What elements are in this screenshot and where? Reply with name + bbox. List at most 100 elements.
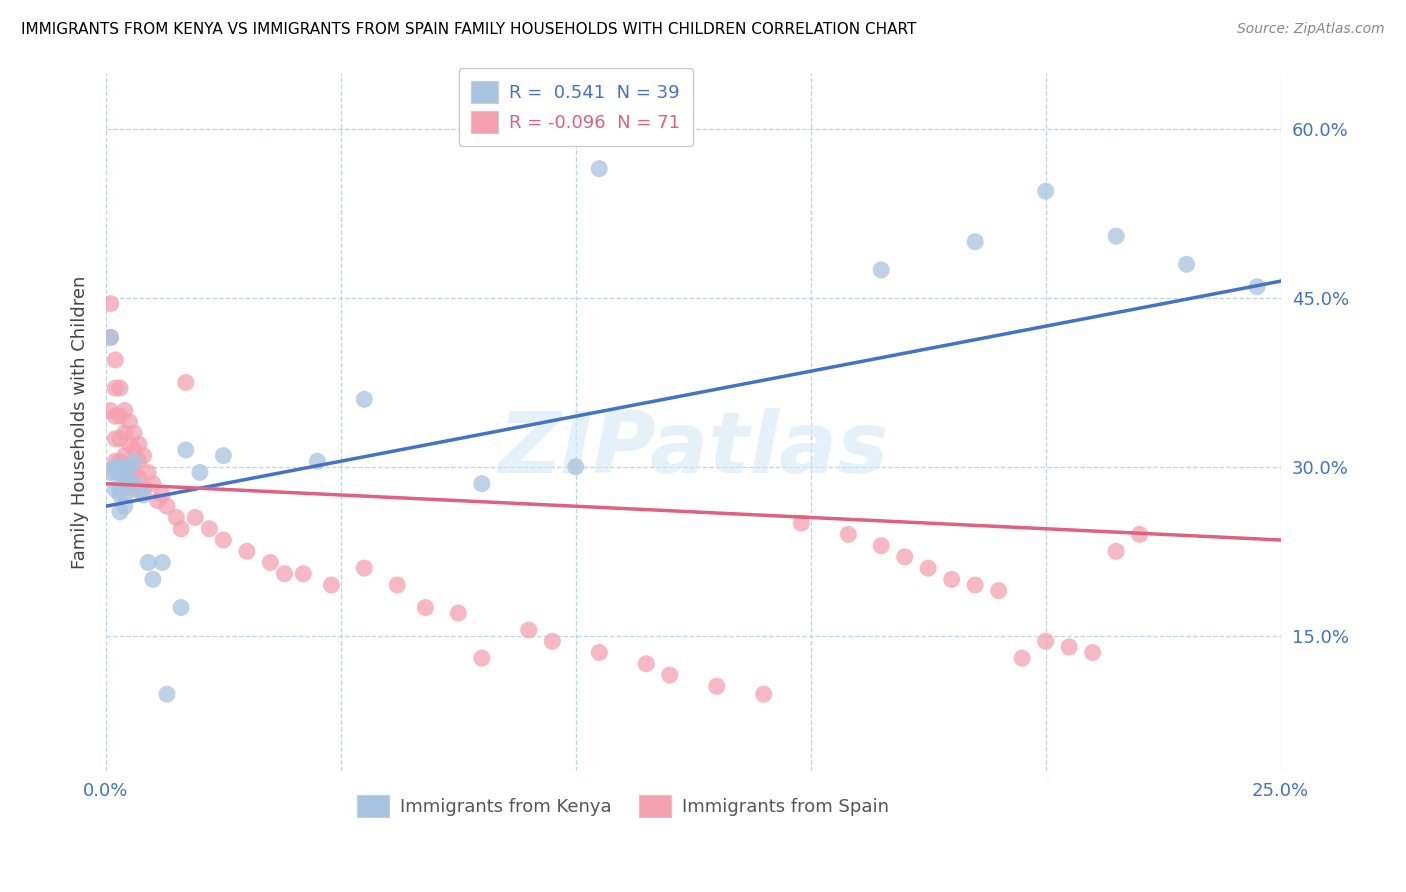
Point [108,488,131,502]
Point [198,522,221,536]
Point [706,679,728,693]
Point [128,454,150,468]
Point [1057,640,1080,654]
Point [273,566,295,581]
Point [104,353,127,368]
Point [212,533,235,547]
Point [136,556,159,570]
Text: Source: ZipAtlas.com: Source: ZipAtlas.com [1237,22,1385,37]
Point [114,466,136,480]
Point [100,403,122,417]
Point [941,573,963,587]
Point [100,296,122,310]
Point [114,403,136,417]
Point [122,454,145,468]
Point [236,544,259,558]
Point [752,687,775,701]
Point [517,623,540,637]
Point [184,510,207,524]
Point [132,488,155,502]
Point [471,476,494,491]
Text: IMMIGRANTS FROM KENYA VS IMMIGRANTS FROM SPAIN FAMILY HOUSEHOLDS WITH CHILDREN C: IMMIGRANTS FROM KENYA VS IMMIGRANTS FROM… [21,22,917,37]
Point [118,476,141,491]
Point [1105,544,1128,558]
Point [118,459,141,474]
Point [108,432,131,446]
Point [114,500,136,514]
Point [588,646,610,660]
Point [104,454,127,468]
Point [108,466,131,480]
Point [108,454,131,468]
Point [170,600,193,615]
Point [132,449,155,463]
Point [132,483,155,497]
Point [118,471,141,485]
Point [893,549,915,564]
Point [837,527,859,541]
Point [104,409,127,424]
Point [128,483,150,497]
Point [790,516,813,530]
Point [136,466,159,480]
Point [128,471,150,485]
Point [170,522,193,536]
Point [122,466,145,480]
Point [122,426,145,441]
Point [353,561,375,575]
Point [307,454,329,468]
Point [108,505,131,519]
Point [1011,651,1033,665]
Point [415,600,437,615]
Point [174,376,197,390]
Point [588,161,610,176]
Point [1035,634,1057,648]
Point [353,392,375,407]
Point [156,500,179,514]
Point [188,466,211,480]
Point [165,510,187,524]
Point [292,566,315,581]
Point [987,583,1010,598]
Point [156,687,179,701]
Point [104,432,127,446]
Point [122,442,145,457]
Point [108,409,131,424]
Point [1035,184,1057,198]
Point [114,449,136,463]
Point [150,488,173,502]
Point [636,657,658,671]
Point [150,556,173,570]
Text: ZIPatlas: ZIPatlas [498,409,889,491]
Point [1105,229,1128,244]
Point [142,476,165,491]
Point [108,483,131,497]
Point [658,668,681,682]
Point [108,459,131,474]
Point [100,330,122,344]
Point [965,235,987,249]
Point [118,415,141,429]
Point [321,578,343,592]
Point [114,466,136,480]
Point [100,330,122,344]
Point [118,459,141,474]
Point [114,488,136,502]
Point [1246,280,1268,294]
Point [100,466,122,480]
Point [387,578,409,592]
Point [212,449,235,463]
Point [870,263,893,277]
Point [174,442,197,457]
Point [917,561,939,575]
Y-axis label: Family Households with Children: Family Households with Children [72,275,89,568]
Point [128,437,150,451]
Point [1129,527,1152,541]
Point [565,459,588,474]
Point [104,466,127,480]
Point [104,483,127,497]
Point [108,381,131,395]
Point [259,556,281,570]
Point [104,459,127,474]
Point [122,476,145,491]
